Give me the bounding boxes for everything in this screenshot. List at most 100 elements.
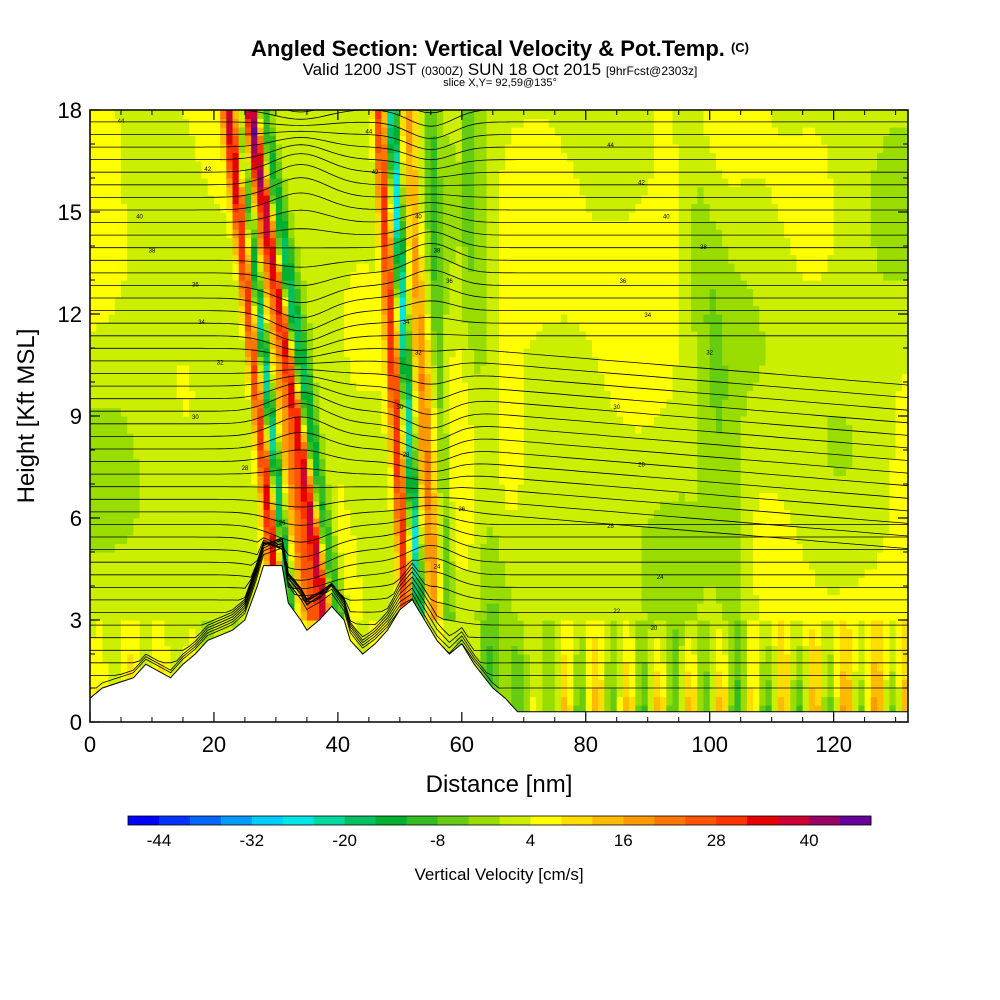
velocity-cell — [288, 220, 296, 230]
velocity-cell — [151, 246, 159, 256]
velocity-cell — [269, 348, 277, 358]
velocity-cell — [90, 594, 97, 604]
velocity-cell — [381, 203, 389, 213]
velocity-cell — [306, 441, 314, 451]
velocity-cell — [114, 467, 122, 477]
velocity-cell — [381, 475, 389, 485]
velocity-cell — [368, 373, 376, 383]
velocity-cell — [350, 237, 358, 247]
velocity-cell — [288, 195, 296, 205]
velocity-cell — [207, 237, 215, 247]
velocity-cell — [505, 399, 512, 409]
velocity-cell — [406, 475, 413, 485]
velocity-cell — [393, 297, 401, 307]
velocity-cell — [430, 288, 438, 298]
velocity-cell — [251, 560, 258, 570]
velocity-cell — [517, 603, 525, 613]
velocity-cell — [418, 288, 426, 298]
velocity-cell — [263, 237, 271, 247]
velocity-cell — [139, 628, 147, 638]
velocity-cell — [120, 484, 128, 494]
velocity-cell — [511, 365, 519, 375]
velocity-cell — [362, 382, 370, 392]
velocity-cell — [151, 237, 159, 247]
velocity-cell — [96, 501, 103, 511]
velocity-cell — [294, 518, 302, 528]
velocity-cell — [300, 484, 308, 494]
velocity-cell — [375, 339, 382, 349]
velocity-cell — [182, 577, 190, 587]
velocity-cell — [238, 305, 246, 315]
velocity-cell — [424, 186, 432, 196]
velocity-cell — [201, 365, 209, 375]
velocity-cell — [331, 603, 339, 613]
velocity-cell — [437, 535, 444, 545]
velocity-cell — [120, 475, 128, 485]
velocity-cell — [151, 586, 159, 596]
velocity-cell — [375, 186, 382, 196]
velocity-cell — [108, 110, 116, 120]
velocity-cell — [412, 586, 420, 596]
velocity-cell — [213, 127, 221, 137]
velocity-cell — [344, 509, 351, 519]
velocity-cell — [368, 169, 376, 179]
velocity-cell — [114, 322, 122, 332]
velocity-cell — [375, 458, 382, 468]
velocity-cell — [170, 322, 178, 332]
velocity-cell — [213, 620, 221, 630]
velocity-cell — [325, 229, 333, 239]
velocity-cell — [474, 662, 482, 672]
velocity-cell — [356, 509, 364, 519]
velocity-cell — [220, 280, 227, 290]
velocity-cell — [313, 373, 320, 383]
velocity-cell — [406, 263, 413, 273]
velocity-cell — [350, 416, 358, 426]
velocity-cell — [96, 322, 103, 332]
velocity-cell — [195, 271, 203, 281]
velocity-cell — [300, 322, 308, 332]
velocity-cell — [499, 178, 506, 188]
velocity-cell — [331, 246, 339, 256]
velocity-cell — [133, 560, 141, 570]
velocity-cell — [201, 373, 209, 383]
velocity-cell — [170, 526, 178, 536]
velocity-cell — [430, 237, 438, 247]
velocity-cell — [306, 458, 314, 468]
velocity-cell — [368, 246, 376, 256]
velocity-cell — [486, 552, 494, 562]
velocity-cell — [108, 254, 116, 264]
velocity-cell — [244, 373, 252, 383]
velocity-cell — [176, 399, 184, 409]
velocity-cell — [344, 552, 351, 562]
velocity-cell — [282, 220, 289, 230]
velocity-cell — [387, 509, 395, 519]
velocity-cell — [90, 679, 97, 689]
velocity-cell — [120, 569, 128, 579]
velocity-cell — [443, 586, 451, 596]
velocity-cell — [102, 441, 110, 451]
velocity-cell — [511, 152, 519, 162]
velocity-cell — [517, 586, 525, 596]
velocity-cell — [449, 492, 457, 502]
velocity-cell — [375, 348, 382, 358]
velocity-cell — [151, 373, 159, 383]
velocity-cell — [375, 178, 382, 188]
velocity-cell — [114, 195, 122, 205]
velocity-cell — [424, 263, 432, 273]
velocity-cell — [226, 152, 234, 162]
velocity-cell — [505, 127, 512, 137]
velocity-cell — [368, 560, 376, 570]
velocity-cell — [381, 110, 389, 120]
velocity-cell — [319, 144, 327, 154]
velocity-cell — [158, 297, 165, 307]
velocity-cell — [505, 195, 512, 205]
velocity-cell — [430, 229, 438, 239]
velocity-cell — [220, 552, 227, 562]
velocity-cell — [449, 543, 457, 553]
velocity-cell — [430, 475, 438, 485]
velocity-cell — [120, 322, 128, 332]
velocity-cell — [282, 356, 289, 366]
velocity-cell — [505, 229, 512, 239]
velocity-cell — [151, 382, 159, 392]
velocity-cell — [238, 263, 246, 273]
